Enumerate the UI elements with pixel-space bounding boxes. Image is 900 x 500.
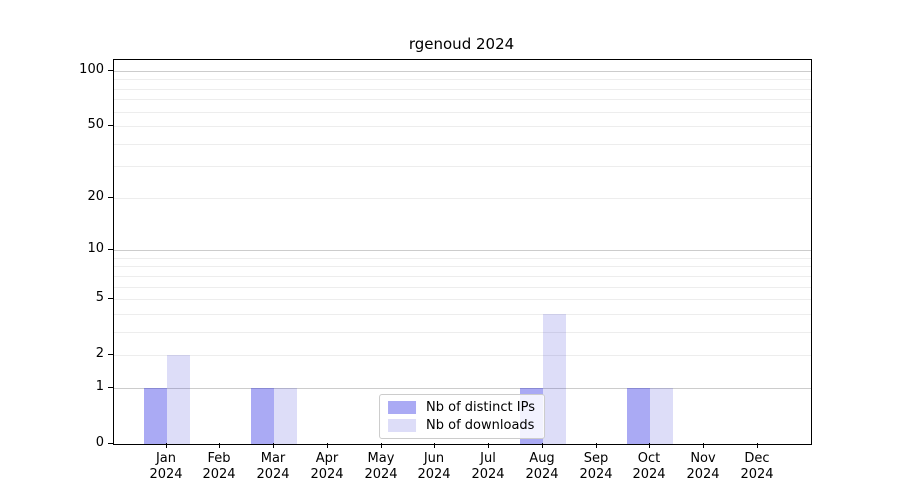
x-tick-mark (488, 443, 489, 448)
bar-nb-of-distinct-ips-mar (251, 388, 274, 444)
bar-nb-of-distinct-ips-jan (144, 388, 167, 444)
minor-gridline (114, 287, 811, 288)
minor-gridline (114, 126, 811, 127)
x-tick-mark (649, 443, 650, 448)
x-tick-mark (381, 443, 382, 448)
x-tick-mark (273, 443, 274, 448)
bar-nb-of-downloads-aug (543, 314, 566, 444)
y-tick-mark (108, 197, 113, 198)
x-tick-label-apr: Apr 2024 (310, 451, 344, 482)
x-tick-label-dec: Dec 2024 (740, 451, 774, 482)
y-tick-mark (108, 387, 113, 388)
y-tick-label: 50 (87, 117, 104, 132)
x-tick-mark (542, 443, 543, 448)
y-tick-mark (108, 125, 113, 126)
x-tick-mark (166, 443, 167, 448)
minor-gridline (114, 355, 811, 356)
minor-gridline (114, 112, 811, 113)
major-gridline (114, 250, 811, 251)
x-tick-label-jul: Jul 2024 (471, 451, 505, 482)
y-tick-label: 0 (95, 435, 104, 450)
x-tick-label-feb: Feb 2024 (202, 451, 236, 482)
plot-area: Nb of distinct IPs Nb of downloads (113, 59, 812, 445)
x-tick-label-jun: Jun 2024 (417, 451, 451, 482)
legend-label: Nb of downloads (426, 418, 535, 433)
chart-title: rgenoud 2024 (408, 35, 515, 53)
x-tick-mark (596, 443, 597, 448)
minor-gridline (114, 266, 811, 267)
bar-nb-of-downloads-oct (650, 388, 673, 444)
y-tick-label: 10 (87, 241, 104, 256)
legend: Nb of distinct IPs Nb of downloads (379, 394, 545, 439)
x-tick-mark (703, 443, 704, 448)
x-tick-label-sep: Sep 2024 (579, 451, 613, 482)
y-tick-label: 5 (95, 290, 104, 305)
minor-gridline (114, 276, 811, 277)
minor-gridline (114, 89, 811, 90)
minor-gridline (114, 332, 811, 333)
bar-nb-of-downloads-jan (167, 355, 190, 444)
x-tick-mark (434, 443, 435, 448)
minor-gridline (114, 258, 811, 259)
x-tick-label-jan: Jan 2024 (149, 451, 183, 482)
y-tick-mark (108, 249, 113, 250)
minor-gridline (114, 79, 811, 80)
minor-gridline (114, 99, 811, 100)
x-tick-label-oct: Oct 2024 (632, 451, 666, 482)
y-tick-label: 1 (95, 379, 104, 394)
y-tick-mark (108, 298, 113, 299)
x-tick-label-aug: Aug 2024 (525, 451, 559, 482)
legend-swatch-nb-of-distinct-ips (388, 401, 417, 414)
x-tick-mark (327, 443, 328, 448)
legend-row: Nb of distinct IPs (388, 400, 535, 415)
bar-nb-of-distinct-ips-oct (627, 388, 650, 444)
minor-gridline (114, 166, 811, 167)
x-tick-label-mar: Mar 2024 (256, 451, 290, 482)
y-tick-label: 20 (87, 189, 104, 204)
minor-gridline (114, 144, 811, 145)
major-gridline (114, 71, 811, 72)
x-tick-label-nov: Nov 2024 (686, 451, 720, 482)
y-tick-mark (108, 354, 113, 355)
y-tick-mark (108, 70, 113, 71)
bar-nb-of-downloads-mar (274, 388, 297, 444)
major-gridline (114, 388, 811, 389)
x-tick-mark (757, 443, 758, 448)
legend-row: Nb of downloads (388, 418, 535, 433)
y-tick-mark (108, 443, 113, 444)
minor-gridline (114, 299, 811, 300)
minor-gridline (114, 198, 811, 199)
legend-swatch-nb-of-downloads (388, 419, 417, 432)
legend-label: Nb of distinct IPs (426, 400, 535, 415)
minor-gridline (114, 314, 811, 315)
y-tick-label: 100 (79, 62, 104, 77)
x-tick-label-may: May 2024 (364, 451, 398, 482)
x-tick-mark (219, 443, 220, 448)
y-tick-label: 2 (95, 346, 104, 361)
